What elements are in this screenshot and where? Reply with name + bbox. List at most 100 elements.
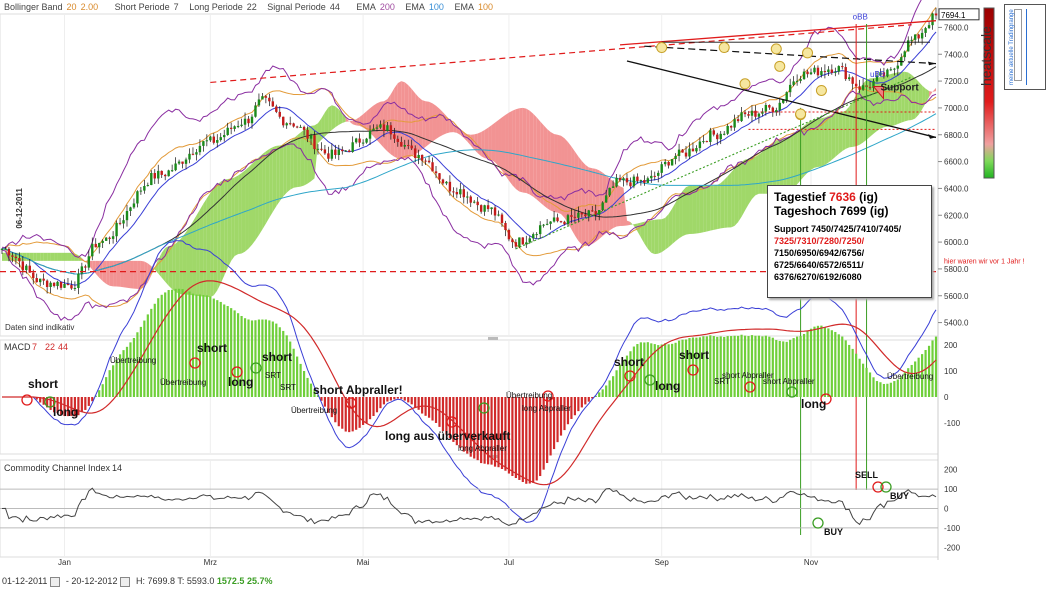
- cloud-segment: [522, 107, 527, 194]
- current-price-value: 7694.1: [941, 11, 966, 20]
- price-axis-tick-label: 6200.0: [944, 211, 969, 220]
- cloud-segment: [890, 73, 895, 127]
- candle-body: [663, 161, 667, 165]
- cloud-segment: [915, 78, 919, 119]
- cloud-segment: [165, 246, 169, 286]
- candle-body: [646, 178, 650, 183]
- candle-body: [295, 126, 299, 128]
- legend-ema2-label: EMA: [405, 2, 425, 12]
- macd-histogram-bar: [365, 397, 368, 423]
- cloud-segment: [554, 133, 558, 213]
- macd-signal-line: [2, 280, 937, 486]
- candle-body: [559, 221, 563, 223]
- macd-histogram-bar: [247, 319, 250, 397]
- macd-histogram-bar: [834, 331, 837, 397]
- macd-histogram-bar: [750, 335, 754, 397]
- macd-histogram-bar: [841, 336, 844, 397]
- cloud-segment: [123, 260, 127, 288]
- bollinger-upper-line: [1, 6, 937, 263]
- macd-histogram-bar: [42, 397, 45, 405]
- cloud-segment: [894, 72, 898, 126]
- cloud-segment: [748, 158, 752, 205]
- pivot-marker: [774, 60, 786, 72]
- candle-body: [514, 242, 518, 247]
- macd-histogram-bar: [580, 397, 583, 408]
- candle-body: [91, 243, 94, 257]
- cloud-segment: [40, 252, 44, 261]
- tagestief-label: Tagestief: [774, 190, 830, 204]
- candle-body: [778, 102, 781, 111]
- candle-body: [327, 153, 330, 159]
- macd-histogram-bar: [855, 353, 858, 397]
- cloud-segment: [248, 163, 252, 249]
- macd-histogram-bar: [712, 336, 715, 397]
- candle-body: [330, 149, 334, 159]
- macd-histogram-bar: [70, 397, 73, 416]
- macd-histogram-bar: [351, 397, 354, 432]
- legend-signal-value: 44: [329, 2, 340, 12]
- candle-body: [216, 140, 219, 143]
- macd-histogram-bar: [202, 295, 205, 397]
- macd-histogram-bar: [334, 397, 337, 423]
- cloud-segment: [342, 113, 346, 123]
- to-date-calendar-icon[interactable]: [120, 577, 131, 587]
- from-date-calendar-icon[interactable]: [50, 577, 61, 587]
- macd-histogram-bar: [646, 342, 649, 397]
- cloud-segment: [793, 131, 798, 188]
- cloud-segment: [106, 260, 110, 286]
- cloud-segment: [852, 95, 857, 147]
- buy-label: BUY: [824, 527, 843, 537]
- cloud-segment: [758, 151, 763, 194]
- candle-body: [202, 141, 205, 146]
- bollinger-bands: [1, 0, 937, 321]
- cci-period: 14: [112, 463, 122, 473]
- candle-body: [670, 159, 674, 166]
- macd-histogram-bar: [278, 327, 281, 397]
- macd-histogram-bar: [254, 320, 257, 397]
- macd-annotation-label: long: [228, 375, 253, 389]
- candle-body: [403, 145, 406, 147]
- cloud-segment: [116, 260, 121, 287]
- macd-histogram-bar: [306, 377, 309, 397]
- macd-histogram-bar: [427, 397, 431, 418]
- candle-body: [157, 170, 160, 179]
- macd-histogram-bar: [823, 327, 826, 397]
- cloud-segment: [505, 112, 509, 181]
- macd-histogram-bar: [792, 338, 795, 397]
- candle-body: [25, 265, 28, 271]
- candle-body: [337, 149, 340, 156]
- candle-body: [163, 174, 167, 177]
- macd-histogram-bar: [362, 397, 365, 425]
- macd-histogram-bar: [483, 397, 486, 464]
- candle-body: [77, 273, 80, 289]
- candle-body: [188, 153, 191, 160]
- cloud-segment: [713, 184, 718, 230]
- macd-histogram-bar: [125, 346, 129, 397]
- macd-histogram-bar: [153, 303, 156, 397]
- candle-body: [549, 221, 552, 224]
- cloud-segment: [710, 185, 714, 231]
- cloud-segment: [724, 176, 728, 228]
- cloud-segment: [727, 172, 732, 228]
- macd-histogram-bar: [789, 339, 792, 397]
- cloud-segment: [592, 168, 596, 245]
- macd-histogram-bar: [608, 380, 611, 397]
- current-price-tag: [938, 8, 980, 21]
- macd-histogram-bar: [761, 336, 764, 397]
- cloud-segment: [137, 260, 141, 290]
- cloud-segment: [578, 156, 582, 245]
- candle-body: [32, 272, 35, 279]
- cloud-segment: [501, 114, 506, 176]
- macd-annotation-label: Übertreibung: [506, 391, 552, 400]
- candle-body: [893, 68, 896, 70]
- legend-ema2-value: 100: [428, 2, 444, 12]
- cloud-segment: [533, 113, 537, 200]
- macd-histogram-bar: [622, 359, 625, 397]
- macd-histogram-bar: [910, 364, 913, 397]
- candle-body: [820, 71, 823, 76]
- candle-body: [361, 142, 365, 144]
- macd-title: MACD: [4, 342, 31, 352]
- macd-histogram-bar: [330, 397, 333, 418]
- macd-histogram-bar: [313, 390, 316, 397]
- candle-body: [841, 66, 844, 68]
